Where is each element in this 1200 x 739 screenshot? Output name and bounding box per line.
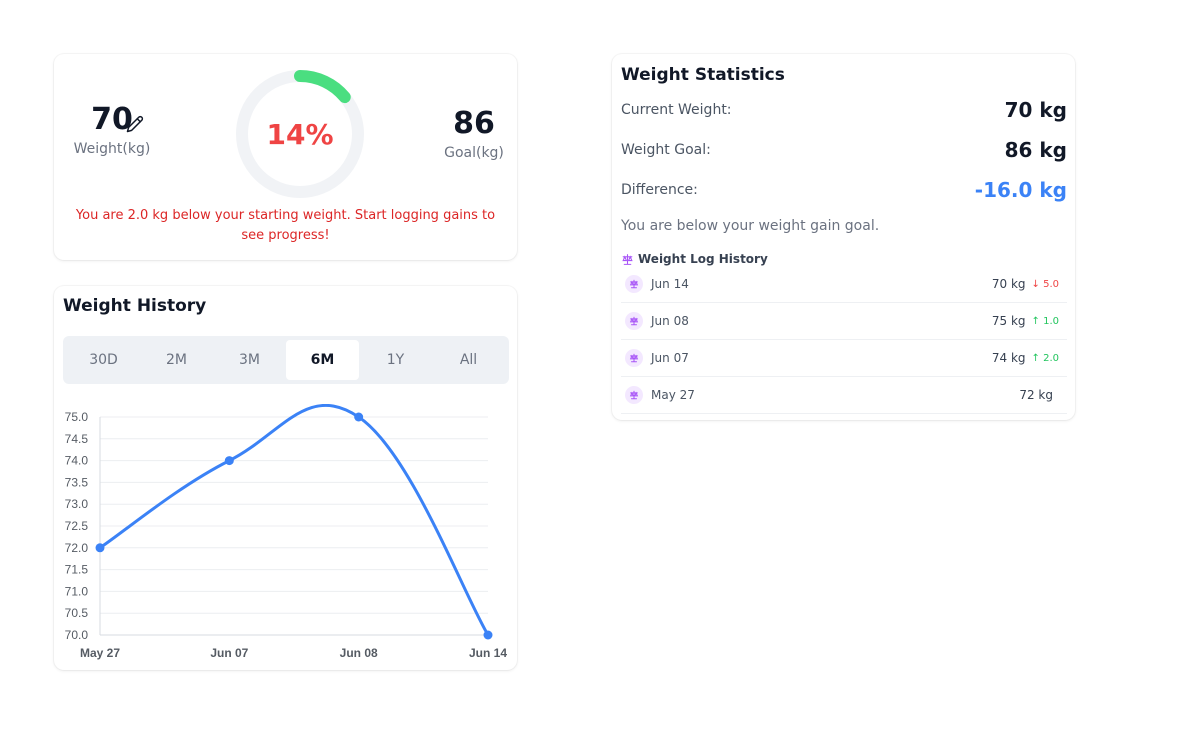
y-tick-label: 72.5 [65, 519, 89, 533]
tab-all[interactable]: All [459, 352, 478, 368]
weight-goal-row-value: 86 kg [1004, 138, 1067, 162]
goal-weight-block: 86 Goal(kg) [439, 106, 509, 161]
y-tick-label: 70.5 [65, 606, 89, 620]
log-weight: 75 kg [991, 314, 1026, 328]
scale-icon [622, 253, 633, 265]
progress-ring-fill [236, 70, 364, 198]
y-tick-label: 74.5 [65, 432, 89, 446]
difference-row-label: Difference: [621, 182, 698, 198]
y-tick-label: 71.5 [65, 563, 89, 577]
goal-weight-label: Goal(kg) [444, 145, 504, 161]
current-weight-block: 70 Weight(kg) [72, 102, 152, 157]
range-tabs: 30D 2M 3M 6M 1Y All [63, 336, 509, 384]
log-date: May 27 [651, 388, 695, 402]
weight-statistics-title: Weight Statistics [621, 65, 785, 85]
x-tick-label: Jun 08 [340, 646, 378, 660]
scale-icon [625, 275, 643, 293]
log-date: Jun 14 [651, 277, 689, 291]
pencil-icon[interactable] [126, 115, 144, 133]
progress-ring [236, 70, 364, 198]
weight-goal-row: Weight Goal: 86 kg [621, 138, 1067, 162]
y-tick-label: 74.0 [65, 454, 89, 468]
y-tick-label: 73.0 [65, 497, 89, 511]
progress-percent: 14% [266, 117, 334, 151]
tab-30d[interactable]: 30D [89, 352, 118, 368]
log-weight: 74 kg [991, 351, 1026, 365]
x-tick-label: May 27 [80, 646, 120, 660]
tab-2m[interactable]: 2M [166, 352, 187, 368]
x-tick-label: Jun 07 [210, 646, 248, 660]
data-point [483, 630, 493, 640]
current-weight-label: Weight(kg) [73, 141, 151, 157]
goal-status-message: You are below your weight gain goal. [621, 218, 880, 234]
current-weight-row-label: Current Weight: [621, 102, 732, 118]
log-item[interactable]: Jun 08 75 kg ↑ 1.0 [621, 303, 1067, 340]
log-item[interactable]: May 27 72 kg [621, 377, 1067, 414]
weight-goal-row-label: Weight Goal: [621, 142, 711, 158]
scale-icon [625, 386, 643, 404]
y-tick-label: 72.0 [65, 541, 89, 555]
scale-icon [625, 349, 643, 367]
current-weight-value: 70 [91, 102, 133, 137]
y-tick-label: 73.5 [65, 475, 89, 489]
weight-history-chart: 75.0 74.5 74.0 73.5 73.0 72.5 72.0 71.5 71.0 70.5… [65, 404, 507, 660]
log-change: ↑ 1.0 [1031, 315, 1059, 327]
log-date: Jun 08 [651, 314, 689, 328]
log-change: ↓ 5.0 [1031, 278, 1059, 290]
log-change: ↑ 2.0 [1031, 352, 1059, 364]
weight-series-line [98, 404, 490, 637]
log-weight: 70 kg [991, 277, 1026, 291]
goal-weight-value: 86 [453, 106, 495, 141]
tab-6m[interactable]: 6M [286, 340, 359, 380]
current-weight-row-value: 70 kg [1004, 98, 1067, 122]
x-tick-label: Jun 14 [469, 646, 507, 660]
weight-statistics-card: Weight Statistics Current Weight: 70 kg … [612, 54, 1075, 420]
progress-card: 70 Weight(kg) 14% 86 Goal(kg) You are 2.… [54, 54, 517, 260]
log-date: Jun 07 [651, 351, 689, 365]
weight-log-list: Jun 14 70 kg ↓ 5.0 Jun 08 75 kg ↑ 1.0 Ju… [621, 266, 1067, 414]
progress-message: You are 2.0 kg below your starting weigh… [75, 208, 496, 243]
current-weight-row: Current Weight: 70 kg [621, 98, 1067, 122]
tab-1y[interactable]: 1Y [386, 352, 405, 368]
y-tick-label: 75.0 [65, 410, 89, 424]
difference-row-value: -16.0 kg [974, 178, 1067, 202]
weight-log-header: Weight Log History [621, 252, 768, 266]
difference-row: Difference: -16.0 kg [621, 178, 1067, 202]
scale-icon [625, 312, 643, 330]
data-point [354, 412, 364, 422]
weight-history-title: Weight History [63, 296, 207, 316]
log-item[interactable]: Jun 07 74 kg ↑ 2.0 [621, 340, 1067, 377]
tab-3m[interactable]: 3M [239, 352, 260, 368]
log-weight: 72 kg [1019, 388, 1053, 402]
y-tick-label: 71.0 [65, 584, 89, 598]
data-point [224, 456, 234, 466]
weight-history-card: Weight History 30D 2M 3M 6M 1Y All 75.0 7… [54, 286, 517, 670]
y-tick-label: 70.0 [65, 628, 89, 642]
log-item[interactable]: Jun 14 70 kg ↓ 5.0 [621, 266, 1067, 303]
data-point [95, 543, 105, 553]
weight-log-title: Weight Log History [638, 252, 768, 266]
